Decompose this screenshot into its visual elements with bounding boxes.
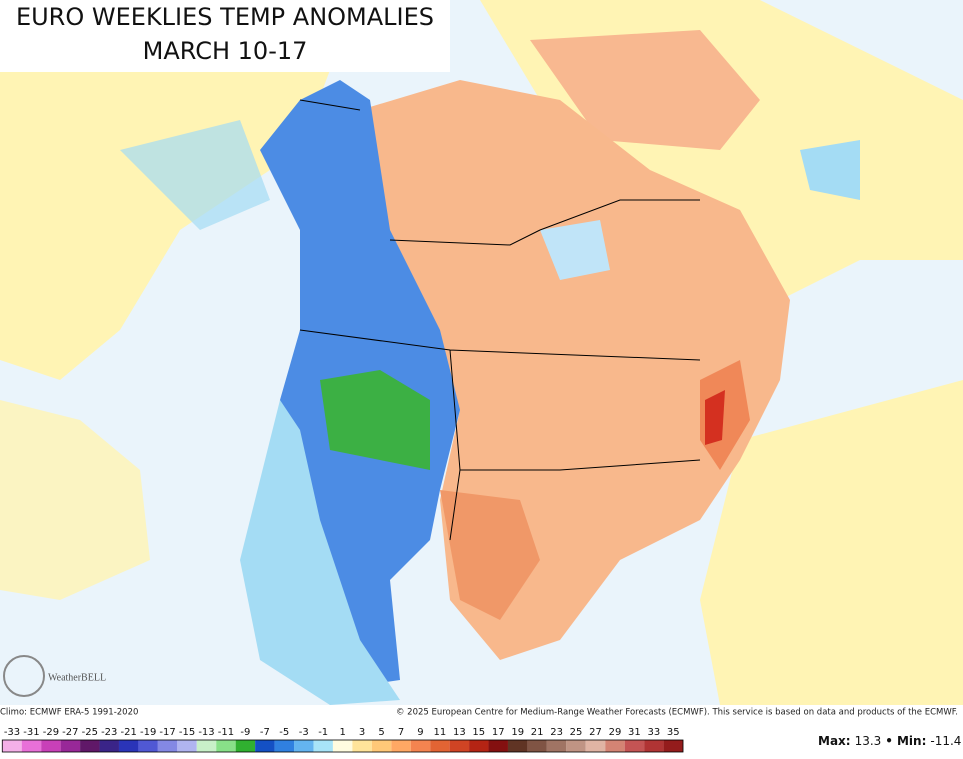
colorbar-swatch xyxy=(391,740,411,752)
colorbar: -33 -31 -29 -27 -25 -23 -21 -19 -17 -15 -13 -11 -9 -7… xyxy=(1,727,684,753)
logo: WeatherBELL xyxy=(48,672,106,683)
colorbar-label: 33 xyxy=(647,727,660,738)
colorbar-label: -9 xyxy=(240,727,250,738)
colorbar-label: -5 xyxy=(279,727,289,738)
colorbar-label: -31 xyxy=(23,727,39,738)
colorbar-swatch xyxy=(2,740,22,752)
colorbar-swatch xyxy=(449,740,470,752)
colorbar-label: 23 xyxy=(550,727,563,738)
map: EURO WEEKLIES TEMP ANOMALIES MARCH 10-17… xyxy=(0,0,963,705)
colorbar-label: -11 xyxy=(218,727,234,738)
colorbar-swatch xyxy=(138,740,158,752)
colorbar-swatch xyxy=(352,740,372,752)
colorbar-label: -27 xyxy=(62,727,78,738)
colorbar-swatch xyxy=(80,740,100,752)
colorbar-label: 1 xyxy=(339,727,345,738)
colorbar-swatch xyxy=(585,740,606,752)
colorbar-swatch xyxy=(663,740,684,752)
colorbar-label: -1 xyxy=(318,727,328,738)
colorbar-swatch xyxy=(313,740,333,752)
colorbar-swatch xyxy=(644,740,664,752)
colorbar-swatch xyxy=(196,740,217,752)
colorbar-swatch xyxy=(255,740,275,752)
colorbar-swatch xyxy=(21,740,42,752)
extreme-part: -11.4 xyxy=(930,734,961,748)
colorbar-swatch xyxy=(430,740,450,752)
colorbar-swatch xyxy=(332,740,353,752)
colorbar-label: 15 xyxy=(472,727,485,738)
colorbar-label: -23 xyxy=(101,727,117,738)
extreme-part: 13.3 xyxy=(855,734,882,748)
colorbar-label: 27 xyxy=(589,727,602,738)
colorbar-swatch xyxy=(235,740,256,752)
colorbar-swatch xyxy=(41,740,61,752)
extreme-part: Min: xyxy=(897,734,926,748)
colorbar-label: 29 xyxy=(609,727,622,738)
colorbar-frame xyxy=(1,739,684,753)
colorbar-label: -7 xyxy=(260,727,270,738)
colorbar-label: -15 xyxy=(179,727,195,738)
extreme-part: Max: xyxy=(818,734,851,748)
colorbar-label: 9 xyxy=(417,727,423,738)
colorbar-label: 25 xyxy=(570,727,583,738)
credit: © 2025 European Centre for Medium-Range … xyxy=(396,708,958,718)
colorbar-label: 7 xyxy=(398,727,404,738)
colorbar-swatch xyxy=(274,740,295,752)
colorbar-label: 17 xyxy=(492,727,505,738)
colorbar-label: -17 xyxy=(159,727,175,738)
colorbar-swatch xyxy=(566,740,586,752)
colorbar-label: -33 xyxy=(4,727,20,738)
colorbar-swatch xyxy=(507,740,528,752)
colorbar-swatch xyxy=(157,740,178,752)
colorbar-label: 35 xyxy=(667,727,680,738)
colorbar-label: 13 xyxy=(453,727,466,738)
colorbar-label: -19 xyxy=(140,727,156,738)
colorbar-swatch xyxy=(118,740,139,752)
colorbar-swatch xyxy=(294,740,314,752)
colorbar-swatch xyxy=(216,740,236,752)
colorbar-swatch xyxy=(177,740,197,752)
colorbar-label: -25 xyxy=(82,727,98,738)
colorbar-swatch xyxy=(546,740,567,752)
climo-note: Climo: ECMWF ERA-5 1991-2020 xyxy=(0,708,138,718)
title-line-1: EURO WEEKLIES TEMP ANOMALIES xyxy=(16,3,434,31)
colorbar-label: 21 xyxy=(531,727,544,738)
colorbar-swatch xyxy=(488,740,508,752)
colorbar-swatch xyxy=(60,740,81,752)
colorbar-label: -29 xyxy=(43,727,59,738)
colorbar-swatch xyxy=(605,740,625,752)
colorbar-label: 19 xyxy=(511,727,524,738)
colorbar-swatch xyxy=(527,740,547,752)
colorbar-swatch xyxy=(99,740,119,752)
colorbar-label: 11 xyxy=(434,727,447,738)
colorbar-label: 5 xyxy=(378,727,384,738)
colorbar-swatch xyxy=(624,740,645,752)
colorbar-swatch xyxy=(410,740,431,752)
colorbar-label: -3 xyxy=(299,727,309,738)
title-line-2: MARCH 10-17 xyxy=(143,37,308,65)
extreme-part: • xyxy=(885,734,893,748)
colorbar-label: -21 xyxy=(121,727,137,738)
colorbar-label: 3 xyxy=(359,727,365,738)
colorbar-label: 31 xyxy=(628,727,641,738)
colorbar-label: -13 xyxy=(198,727,214,738)
colorbar-swatch xyxy=(469,740,489,752)
extremes: Max: 13.3 • Min: -11.4 xyxy=(818,734,961,748)
colorbar-swatch xyxy=(371,740,392,752)
